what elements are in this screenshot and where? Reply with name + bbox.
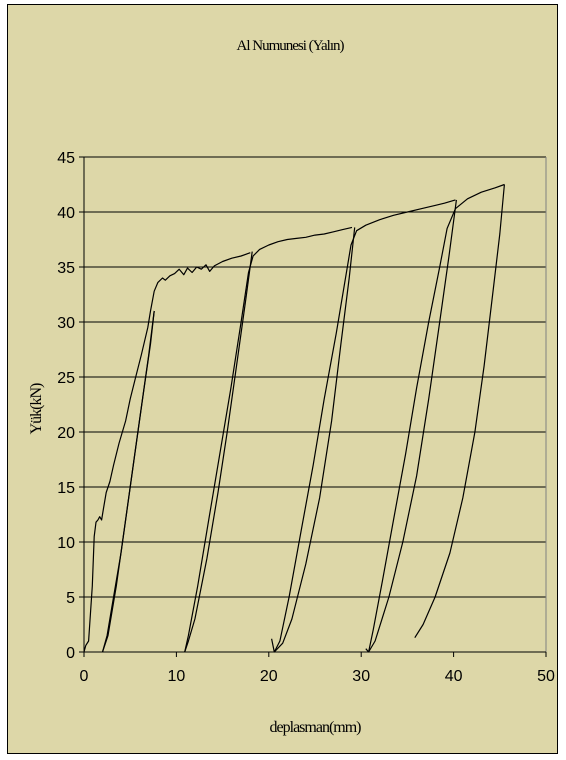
y-tick-label: 45 — [57, 150, 75, 167]
y-tick-label: 15 — [57, 480, 75, 497]
chart-title: Al Numunesi (Yalın) — [237, 38, 345, 54]
x-tick-label: 40 — [445, 668, 463, 685]
x-axis-label: deplasman(mm) — [270, 719, 362, 736]
series-line — [271, 199, 456, 653]
series-line — [273, 227, 356, 653]
series-line — [368, 199, 457, 653]
grid-layer — [84, 156, 547, 652]
series-line — [184, 226, 353, 653]
x-tick-label: 0 — [80, 668, 89, 685]
y-tick-label: 40 — [57, 205, 75, 222]
y-tick-label: 25 — [57, 370, 75, 387]
series-line — [101, 310, 155, 653]
y-tick-label: 35 — [57, 260, 75, 277]
y-tick-label: 30 — [57, 315, 75, 332]
y-axis-label: Yük(kN) — [28, 383, 45, 434]
series-line — [414, 184, 505, 639]
axis-layer — [83, 157, 546, 653]
y-tick-label: 5 — [66, 590, 75, 607]
y-tick-label: 10 — [57, 535, 75, 552]
series-line — [83, 252, 251, 653]
x-tick-label: 20 — [260, 668, 278, 685]
y-tick-label: 0 — [66, 645, 75, 662]
chart-svg: Al Numunesi (Yalın) deplasman(mm) Yük(kN… — [28, 38, 555, 736]
tick-layer: 0 5 10 15 20 25 30 35 40 45 0 10 20 30 40 50 — [57, 150, 555, 685]
x-tick-label: 10 — [168, 668, 186, 685]
series-line — [184, 251, 253, 653]
chart-frame: Al Numunesi (Yalın) deplasman(mm) Yük(kN… — [7, 4, 558, 754]
x-tick-label: 50 — [537, 668, 555, 685]
x-tick-label: 30 — [352, 668, 370, 685]
series-layer — [83, 183, 505, 653]
y-tick-label: 20 — [57, 425, 75, 442]
series-line — [365, 183, 505, 653]
